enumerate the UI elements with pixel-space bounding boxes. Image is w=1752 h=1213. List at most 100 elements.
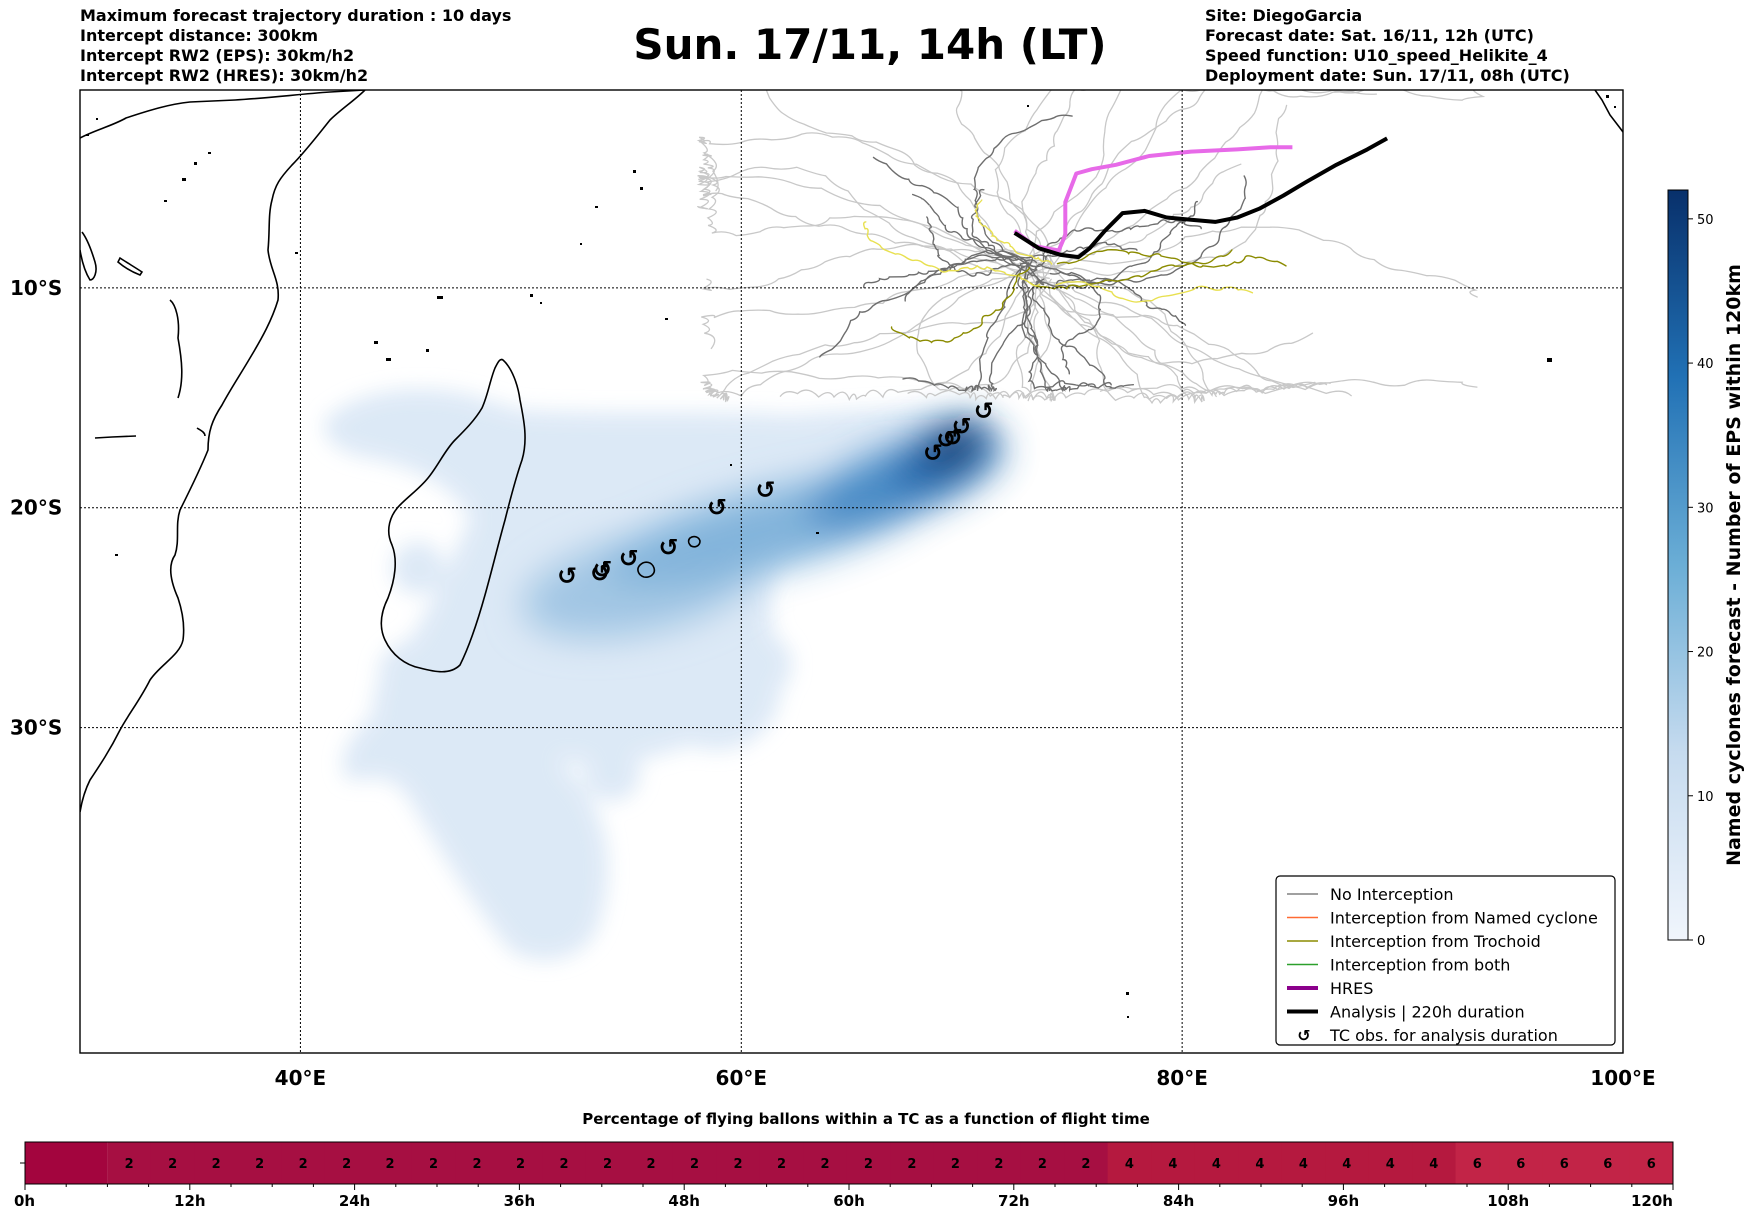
timeline-cell	[1151, 1142, 1196, 1184]
timeline-cell-value: 2	[386, 1157, 395, 1172]
map-legend: No Interception Interception from Named c…	[1275, 875, 1616, 1046]
analysis-track	[1013, 136, 1389, 260]
eps-trajectory-line	[1049, 271, 1102, 375]
latitude-label: 20°S	[10, 496, 62, 520]
eps-trajectory-line	[701, 259, 1042, 350]
timeline-cell	[803, 1142, 848, 1184]
eps-trajectory-line	[1038, 280, 1316, 395]
parameter-line: Maximum forecast trajectory duration : 1…	[80, 6, 512, 25]
timeline-cell-value: 4	[1429, 1157, 1438, 1172]
timeline-tick-label: 108h	[1487, 1192, 1529, 1210]
timeline-cell	[672, 1142, 717, 1184]
timeline-cell	[716, 1142, 761, 1184]
eps-trajectory-line	[702, 153, 1029, 256]
timeline-cell	[411, 1142, 456, 1184]
timeline-cell-value: 2	[864, 1157, 873, 1172]
timeline-cell-value: 2	[473, 1157, 482, 1172]
latitude-labels: 10°S 20°S 30°S	[10, 276, 62, 740]
timeline-cell-value: 2	[560, 1157, 569, 1172]
timeline-cell	[542, 1142, 587, 1184]
eps-trajectory-line	[705, 265, 1036, 398]
timeline-cell	[1455, 1142, 1500, 1184]
eps-trajectory-line	[700, 270, 1039, 397]
timeline-cell-value: 2	[994, 1157, 1003, 1172]
site-info-line: Deployment date: Sun. 17/11, 08h (UTC)	[1205, 66, 1570, 85]
timeline-cell-value: 2	[429, 1157, 438, 1172]
longitude-labels: 40°E 60°E 80°E 100°E	[275, 1066, 1656, 1090]
timeline-cell	[1064, 1142, 1109, 1184]
timeline-cell	[368, 1142, 413, 1184]
timeline-cell-value: 6	[1516, 1157, 1525, 1172]
tc-obs-legend-icon: ↺	[1297, 1026, 1310, 1045]
timeline-cell-value: 4	[1125, 1157, 1134, 1172]
hres-track	[1013, 145, 1293, 253]
timeline-cell	[1499, 1142, 1544, 1184]
timeline-cell-value: 2	[342, 1157, 351, 1172]
timeline-cell-value: 2	[646, 1157, 655, 1172]
colorbar-tick-label: 0	[1697, 934, 1705, 949]
timeline-cell	[1107, 1142, 1152, 1184]
legend-item-label: No Interception	[1330, 885, 1454, 904]
mauritius-coast	[637, 561, 656, 578]
timeline-cell	[1194, 1142, 1239, 1184]
colorbar: Named cyclones forecast - Number of EPS …	[1667, 189, 1745, 949]
legend-box	[1275, 875, 1616, 1046]
site-info-line: Speed function: U10_speed_Helikite_4	[1205, 46, 1548, 65]
eps-trajectory-line	[926, 216, 1030, 277]
timeline-cell	[1238, 1142, 1283, 1184]
timeline-cell	[759, 1142, 804, 1184]
timeline-cell	[324, 1142, 369, 1184]
comoros-coast	[169, 299, 183, 399]
tc-observation-icon: ↺	[952, 412, 972, 440]
eps-trajectory-line	[1056, 249, 1287, 268]
timeline-cell	[1629, 1142, 1674, 1184]
eps-trajectory-line	[1021, 241, 1138, 284]
eps-trajectory-line	[971, 278, 1045, 393]
eps-trajectory-line	[1042, 219, 1202, 261]
eps-trajectory-line	[706, 176, 1050, 279]
latitude-label: 30°S	[10, 716, 62, 740]
timeline-cell	[890, 1142, 935, 1184]
timeline-cell-value: 4	[1299, 1157, 1308, 1172]
timeline-cell	[194, 1142, 239, 1184]
eps-trajectories	[696, 90, 1486, 405]
mozambique-channel-island	[94, 427, 206, 439]
timeline-cell	[1412, 1142, 1457, 1184]
parameter-line: Intercept RW2 (EPS): 30km/h2	[80, 46, 355, 65]
timeline-cell	[1586, 1142, 1631, 1184]
colorbar-tick-label: 40	[1697, 357, 1714, 372]
timeline-cell	[1542, 1142, 1587, 1184]
tc-observation-icon: ↺	[943, 423, 963, 451]
parameter-line: Intercept distance: 300km	[80, 26, 319, 45]
legend-item-label: Interception from Trochoid	[1330, 932, 1541, 951]
tc-observation-icon: ↺	[590, 560, 610, 588]
timeline-tick-label: 36h	[504, 1192, 536, 1210]
tc-observation-icon: ↺	[923, 439, 943, 467]
map-content: ↺↺↺↺↺↺↺↺↺↺↺↺	[80, 90, 1623, 1018]
eps-trajectory-line	[1015, 265, 1056, 403]
eps-trajectory-line	[697, 175, 1050, 266]
tc-observation-icon: ↺	[936, 426, 956, 454]
timeline-cell	[1281, 1142, 1326, 1184]
timeline-cell	[846, 1142, 891, 1184]
eps-trajectory-line	[1017, 266, 1112, 393]
timeline-cell	[107, 1142, 152, 1184]
timeline-tick-label: 120h	[1631, 1192, 1673, 1210]
eps-trajectory-line	[1052, 226, 1478, 298]
eps-trajectory-line	[1028, 280, 1331, 397]
longitude-label: 80°E	[1156, 1066, 1208, 1090]
legend-item-label: Interception from Named cyclone	[1330, 909, 1598, 928]
timeline-cell-value: 2	[603, 1157, 612, 1172]
site-info-line: Site: DiegoGarcia	[1205, 6, 1363, 25]
timeline-cell-value: 6	[1603, 1157, 1612, 1172]
gridlines	[80, 90, 1623, 1053]
eps-trajectory-line	[1055, 281, 1254, 303]
timeline-tick-label: 60h	[833, 1192, 865, 1210]
eps-trajectory-line	[974, 199, 1053, 265]
timeline-cell	[281, 1142, 326, 1184]
timeline-cell	[977, 1142, 1022, 1184]
timeline-cell-value: 2	[299, 1157, 308, 1172]
eps-trajectory-line	[696, 166, 1022, 279]
latitude-label: 10°S	[10, 276, 62, 300]
